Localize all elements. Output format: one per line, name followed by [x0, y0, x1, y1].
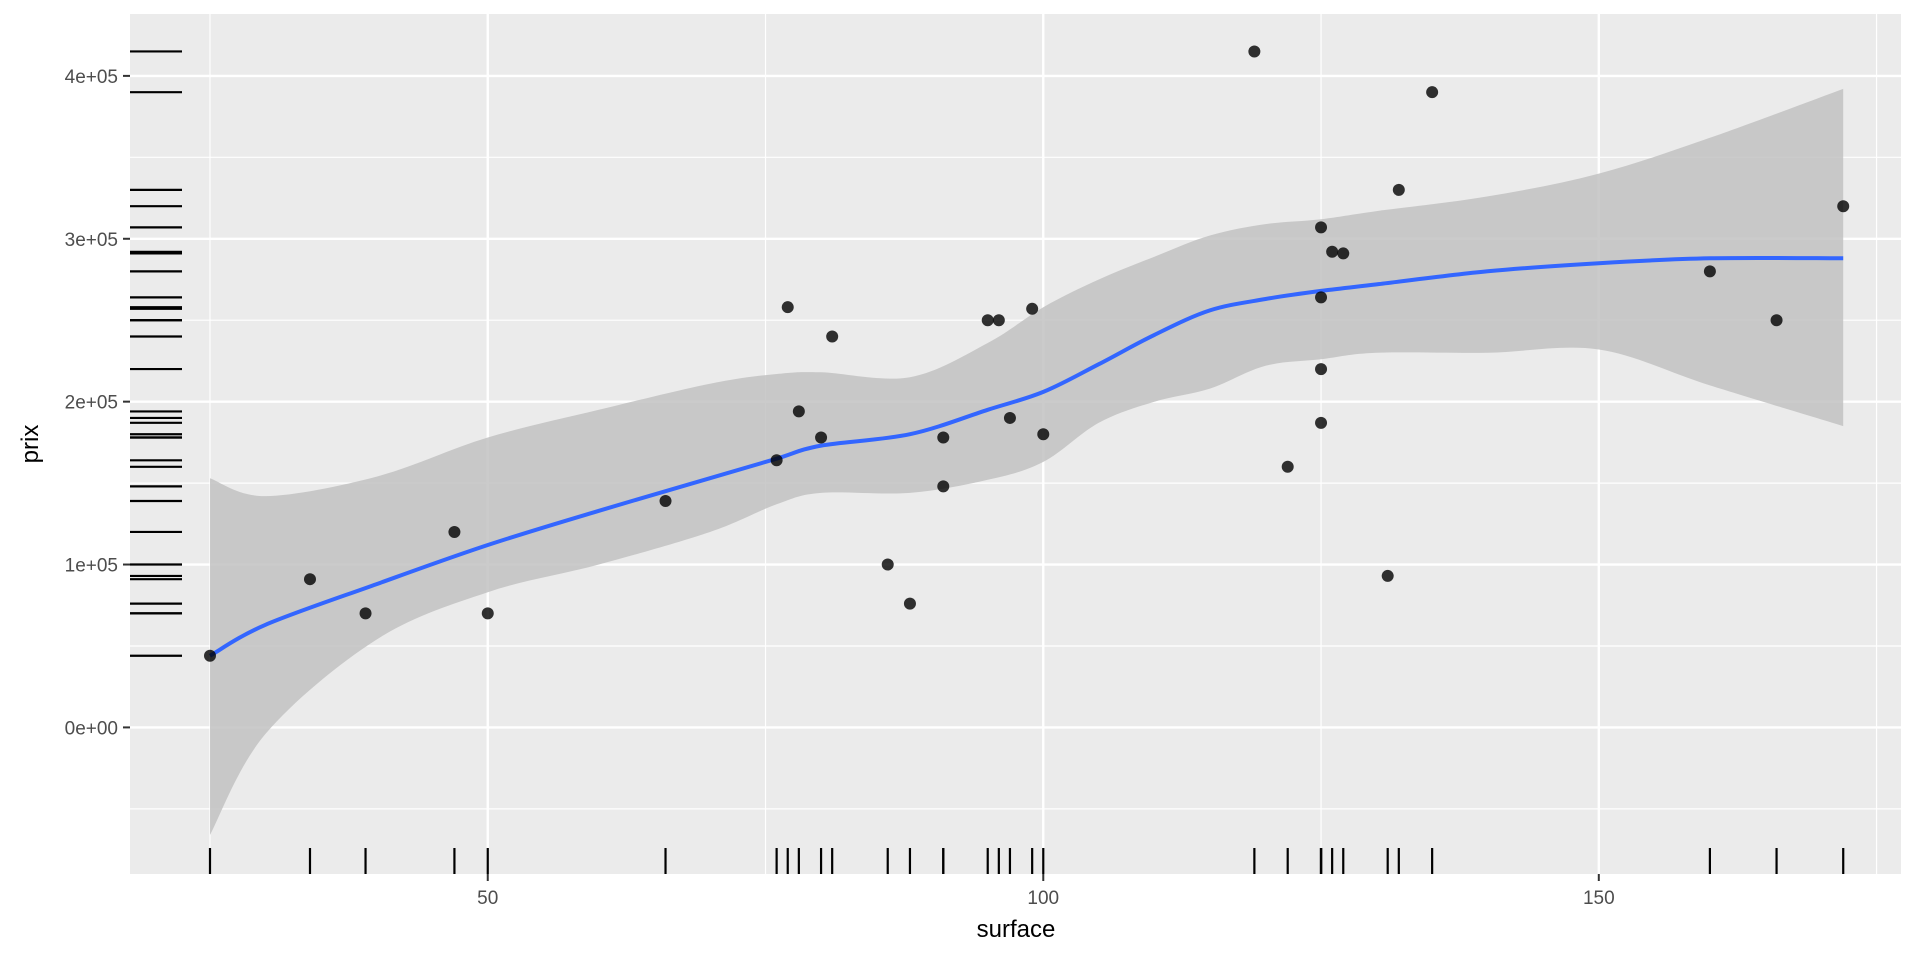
- data-point: [881, 558, 894, 571]
- data-point: [1037, 428, 1050, 441]
- data-point: [815, 431, 828, 444]
- x-tick-label: 100: [1027, 888, 1059, 909]
- data-point: [1337, 247, 1350, 260]
- y-tick-label: 2e+05: [65, 393, 118, 414]
- x-tick-label: 150: [1583, 888, 1615, 909]
- data-point: [1248, 45, 1261, 58]
- data-point: [826, 330, 839, 343]
- data-point: [903, 597, 916, 610]
- data-point: [1381, 569, 1394, 582]
- x-axis-title: surface: [977, 916, 1056, 943]
- data-point: [1837, 200, 1850, 213]
- data-point: [1315, 363, 1328, 376]
- data-point: [1770, 314, 1783, 327]
- data-point: [1703, 265, 1716, 278]
- data-point: [1315, 221, 1328, 234]
- data-point: [1003, 411, 1016, 424]
- data-point: [792, 405, 805, 418]
- data-point: [659, 495, 672, 508]
- data-point: [359, 607, 372, 620]
- data-point: [1026, 302, 1039, 315]
- data-point: [937, 431, 950, 444]
- x-axis: 50 100 150: [477, 874, 1615, 909]
- data-point: [781, 301, 794, 314]
- data-point: [1315, 416, 1328, 429]
- data-point: [770, 454, 783, 467]
- y-tick-label: 3e+05: [65, 230, 118, 251]
- data-point: [1315, 291, 1328, 304]
- y-axis: 0e+00 1e+05 2e+05 3e+05 4e+05: [65, 67, 130, 739]
- data-point: [481, 607, 494, 620]
- y-tick-label: 4e+05: [65, 67, 118, 88]
- data-point: [448, 525, 461, 538]
- data-point: [937, 480, 950, 493]
- data-point: [992, 314, 1005, 327]
- y-tick-label: 1e+05: [65, 556, 118, 577]
- x-tick-label: 50: [477, 888, 498, 909]
- data-point: [203, 649, 216, 662]
- data-points: [203, 45, 1850, 662]
- data-point: [1392, 183, 1405, 196]
- data-point: [981, 314, 994, 327]
- smooth-trend-line: [209, 255, 1844, 658]
- y-axis-title: prix: [17, 425, 44, 464]
- data-point: [1326, 245, 1339, 258]
- data-point: [1281, 460, 1294, 473]
- rug-y: [130, 50, 182, 657]
- rug-x: [208, 848, 1845, 874]
- data-point: [303, 573, 316, 586]
- data-point: [1426, 86, 1439, 99]
- y-tick-label: 0e+00: [65, 718, 118, 739]
